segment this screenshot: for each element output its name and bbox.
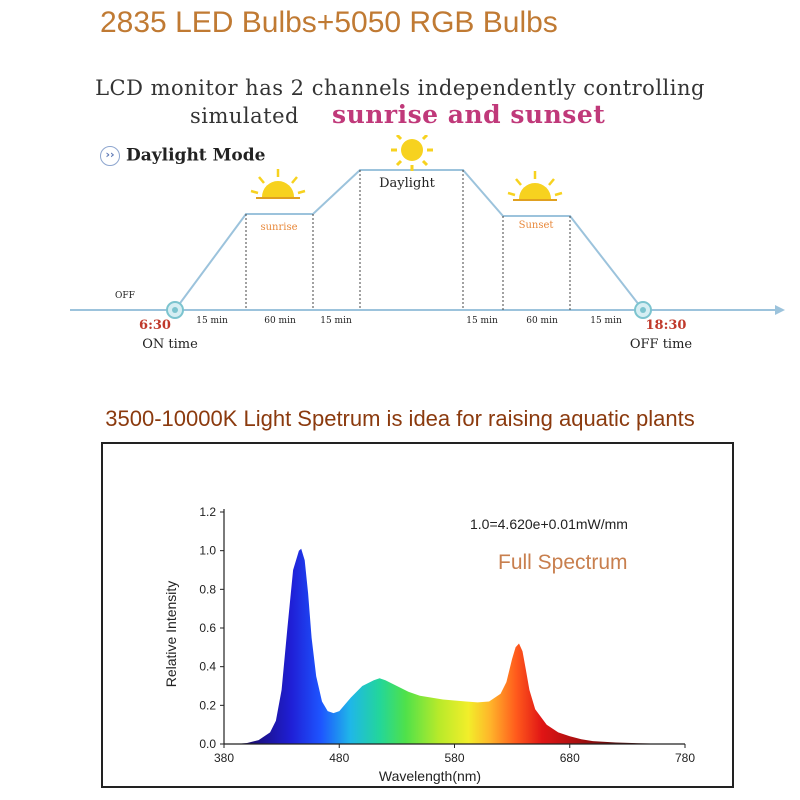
lcd-description-prefix: simulated [190, 104, 299, 128]
duration-label: 15 min [466, 316, 498, 326]
chart-title: Full Spectrum [498, 551, 628, 574]
daylight-mode-label: ›› Daylight Mode [100, 145, 265, 166]
spectrum-area [235, 548, 685, 744]
x-tick-label: 580 [444, 751, 464, 765]
off-time-label: OFF time [630, 337, 693, 352]
off-time-value: 18:30 [646, 318, 687, 333]
duration-label: 15 min [320, 316, 352, 326]
chevron-circle-icon: ›› [100, 145, 120, 166]
on-time-label: ON time [142, 337, 198, 352]
y-tick-label: 0.6 [199, 621, 216, 635]
off-time-marker-dot [640, 307, 646, 313]
on-time-value: 6:30 [139, 318, 171, 333]
duration-label: 15 min [590, 316, 622, 326]
duration-label: 60 min [264, 316, 296, 326]
sunrise-sunset-highlight: sunrise and sunset [332, 100, 606, 129]
on-time-marker-dot [172, 307, 178, 313]
chart-annotation: 1.0=4.620e+0.01mW/mm [470, 516, 628, 532]
daylight-label: Daylight [379, 176, 436, 191]
y-tick-label: 0.8 [199, 582, 216, 596]
y-tick-label: 0.4 [199, 660, 216, 674]
mode-label-text: Daylight Mode [126, 145, 266, 166]
headline: 2835 LED Bulbs+5050 RGB Bulbs [100, 6, 558, 39]
y-tick-label: 0.2 [199, 698, 216, 712]
spectrum-chart-frame [101, 442, 734, 788]
duration-label: 60 min [526, 316, 558, 326]
duration-label: 15 min [196, 316, 228, 326]
y-tick-label: 0.0 [199, 737, 216, 751]
light-profile-line [174, 169, 644, 311]
moon-icon [706, 271, 722, 300]
sun-icon [507, 171, 563, 201]
schedule-diagram: OFF sunrise Daylight Sunset 15 min 60 mi… [70, 135, 785, 352]
spectrum-heading: 3500-10000K Light Spetrum is idea for ra… [105, 406, 695, 431]
timeline-arrowhead [775, 305, 785, 315]
x-tick-label: 780 [675, 751, 695, 765]
x-tick-label: 480 [329, 751, 349, 765]
sunset-label: Sunset [519, 220, 554, 231]
x-tick-label: 680 [560, 751, 580, 765]
y-tick-label: 1.2 [199, 505, 216, 519]
y-axis-ticks: 0.0 0.2 0.4 0.6 0.8 1.0 1.2 [199, 505, 224, 751]
y-axis-label: Relative Intensity [163, 581, 179, 688]
sun-icon [391, 135, 433, 171]
x-tick-label: 380 [214, 751, 234, 765]
sun-icon [250, 169, 306, 199]
sunrise-label: sunrise [260, 222, 297, 233]
x-axis-label: Wavelength(nm) [379, 768, 481, 784]
lcd-description-line: LCD monitor has 2 channels independently… [95, 76, 705, 100]
x-axis-ticks: 380 480 580 680 780 [214, 744, 695, 765]
spectrum-chart: 380 480 580 680 780 0.0 0.2 0.4 0.6 0.8 1.0 1.2 1.… [163, 505, 695, 784]
phase-dividers [245, 170, 571, 310]
off-label: OFF [115, 291, 135, 301]
y-tick-label: 1.0 [199, 544, 216, 558]
